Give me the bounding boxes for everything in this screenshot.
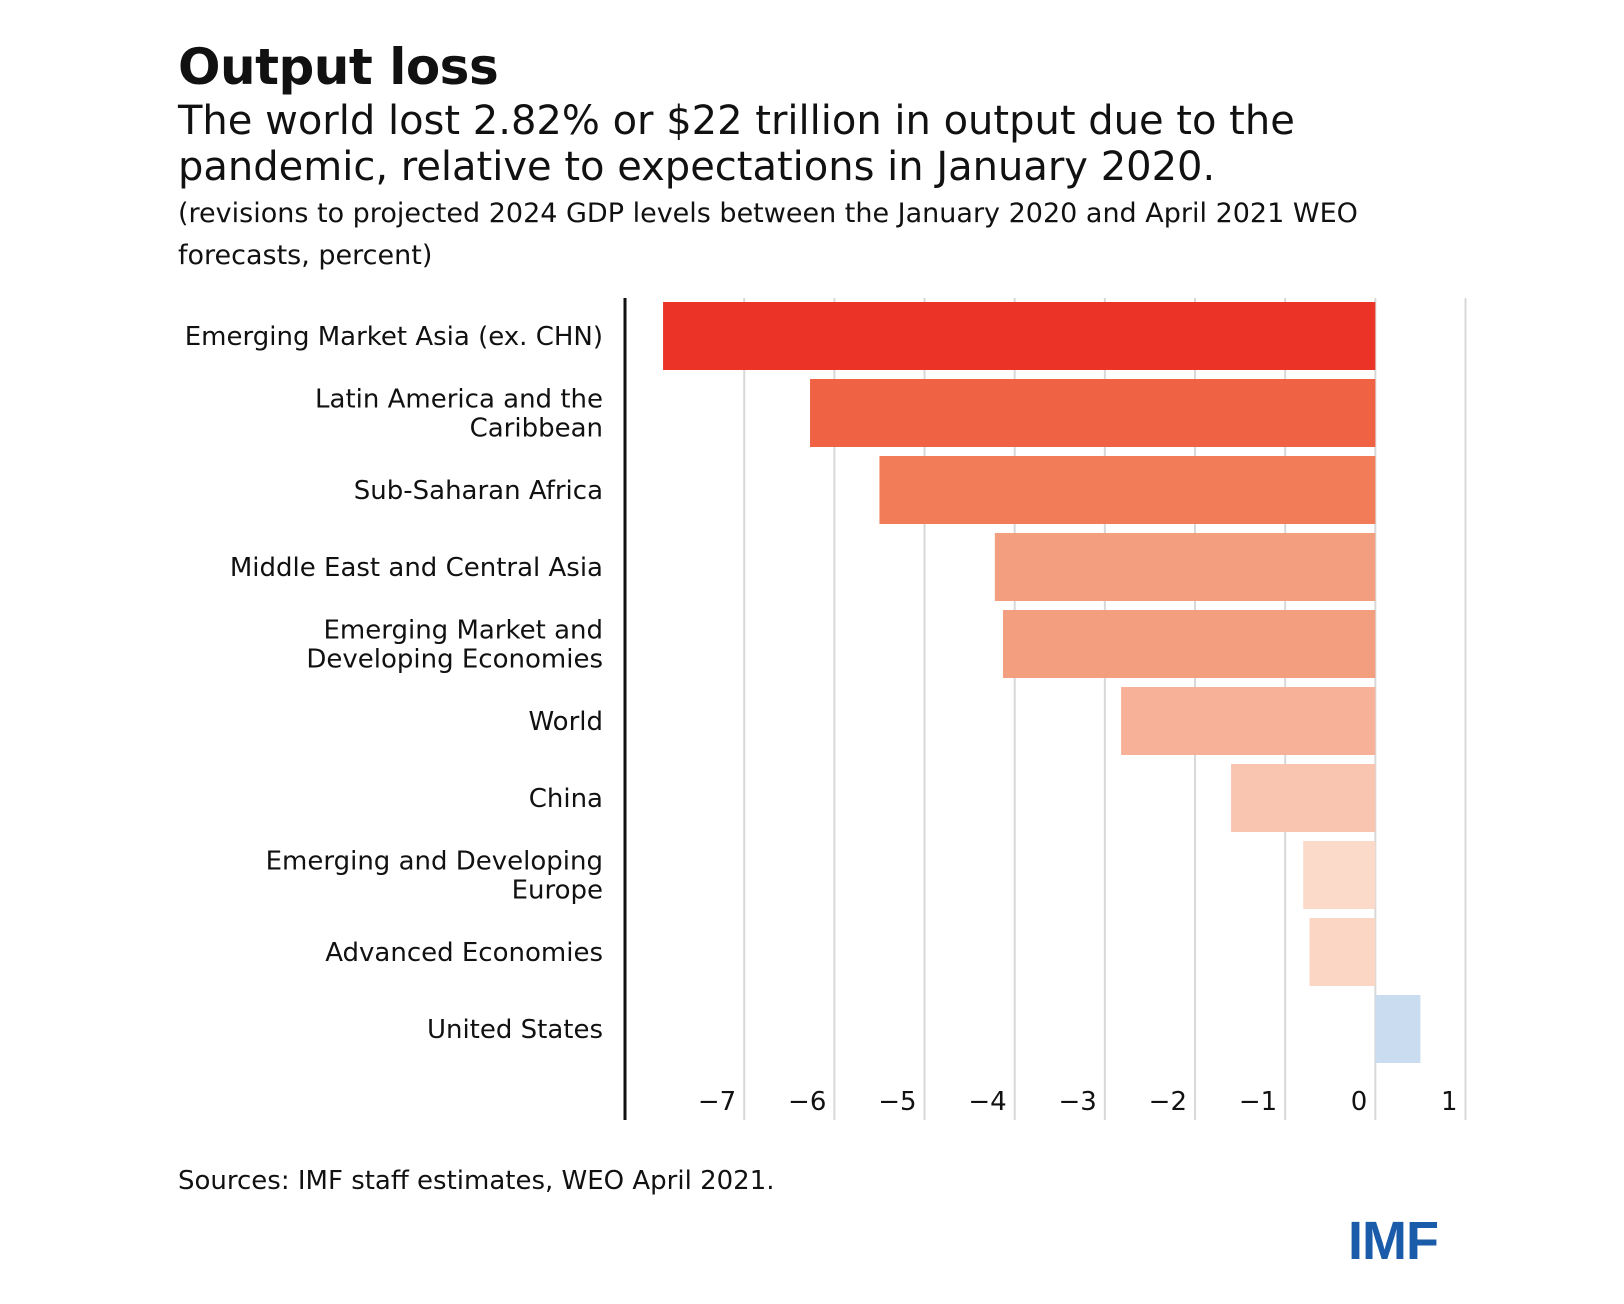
chart-note: (revisions to projected 2024 GDP levels … <box>178 198 1358 271</box>
x-tick-label: −4 <box>968 1087 1006 1117</box>
category-label: Latin America and the Caribbean <box>315 385 603 444</box>
category-label: Emerging Market and Developing Economies <box>306 616 603 675</box>
x-tick-label: −5 <box>878 1087 916 1117</box>
bars <box>663 302 1421 1063</box>
x-tick-label: −2 <box>1149 1087 1187 1117</box>
bar <box>1002 610 1376 678</box>
category-label: Middle East and Central Asia <box>230 553 603 583</box>
category-label: China <box>529 784 603 814</box>
bar <box>1121 687 1376 755</box>
imf-logo: IMF <box>1348 1211 1439 1271</box>
x-tick-labels: −7 −6 −5 −4 −3 −2 −1 0 1 <box>698 1087 1458 1117</box>
x-tick-label: 1 <box>1441 1087 1458 1117</box>
x-tick-label: −6 <box>788 1087 826 1117</box>
x-tick-label: −7 <box>698 1087 736 1117</box>
x-tick-label: −1 <box>1239 1087 1277 1117</box>
category-label: Emerging Market Asia (ex. CHN) <box>185 322 603 352</box>
bar <box>1375 995 1421 1063</box>
bar <box>879 456 1376 524</box>
bar <box>1309 918 1376 986</box>
source-note: Sources: IMF staff estimates, WEO April … <box>178 1166 775 1196</box>
category-label: Emerging and Developing Europe <box>266 847 603 906</box>
chart-subtitle: The world lost 2.82% or $22 trillion in … <box>178 98 1295 190</box>
bar <box>994 533 1376 601</box>
category-label: Sub-Saharan Africa <box>354 476 603 506</box>
category-label: Advanced Economies <box>325 938 603 968</box>
chart-title: Output loss <box>178 38 499 96</box>
category-labels: Emerging Market Asia (ex. CHN) Latin Amer… <box>185 322 603 1045</box>
x-tick-label: 0 <box>1351 1087 1368 1117</box>
bar <box>1231 764 1376 832</box>
bar <box>1303 841 1376 909</box>
category-label: United States <box>427 1015 603 1045</box>
bar <box>663 302 1376 370</box>
x-tick-label: −3 <box>1059 1087 1097 1117</box>
category-label: World <box>528 707 603 737</box>
bar <box>810 379 1376 447</box>
